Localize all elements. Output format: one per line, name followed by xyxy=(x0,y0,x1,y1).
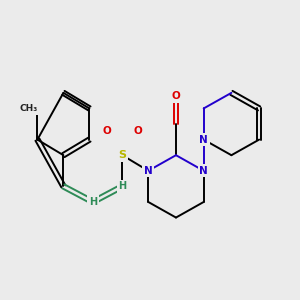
Text: N: N xyxy=(144,166,153,176)
Text: O: O xyxy=(102,126,111,136)
Text: N: N xyxy=(199,166,208,176)
Text: O: O xyxy=(172,91,180,101)
Text: H: H xyxy=(89,197,97,207)
Text: O: O xyxy=(134,126,142,136)
Text: S: S xyxy=(118,150,126,160)
Text: CH₃: CH₃ xyxy=(19,104,38,113)
Text: H: H xyxy=(118,182,126,191)
Text: N: N xyxy=(199,135,208,145)
